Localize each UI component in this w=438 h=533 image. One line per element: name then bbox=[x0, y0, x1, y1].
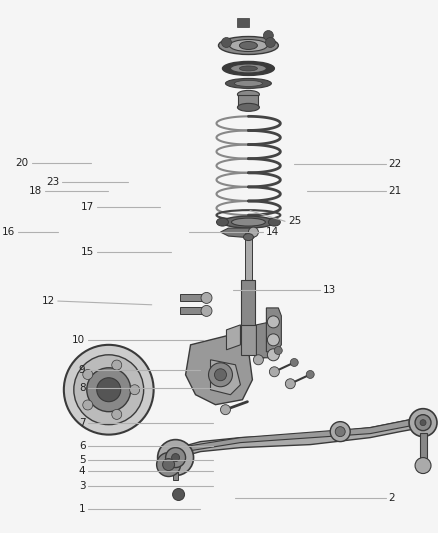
Circle shape bbox=[254, 355, 263, 365]
Circle shape bbox=[97, 378, 121, 402]
Text: 25: 25 bbox=[288, 216, 301, 227]
Text: 22: 22 bbox=[389, 159, 402, 169]
Circle shape bbox=[201, 293, 212, 303]
Circle shape bbox=[274, 346, 282, 354]
Text: 7: 7 bbox=[79, 418, 85, 429]
Text: 17: 17 bbox=[81, 202, 94, 212]
Circle shape bbox=[83, 400, 93, 410]
Ellipse shape bbox=[237, 103, 259, 111]
Polygon shape bbox=[220, 228, 256, 238]
Ellipse shape bbox=[223, 61, 274, 76]
Circle shape bbox=[112, 409, 122, 419]
Ellipse shape bbox=[237, 91, 259, 99]
Circle shape bbox=[415, 415, 431, 431]
Bar bbox=[241, 280, 255, 340]
Circle shape bbox=[162, 458, 175, 471]
Polygon shape bbox=[166, 418, 422, 467]
Circle shape bbox=[215, 369, 226, 381]
Circle shape bbox=[172, 454, 180, 462]
Bar bbox=[420, 433, 427, 463]
Polygon shape bbox=[256, 322, 270, 358]
Circle shape bbox=[265, 37, 276, 47]
Bar bbox=[241, 325, 259, 355]
Ellipse shape bbox=[244, 233, 254, 240]
Ellipse shape bbox=[230, 39, 267, 52]
Text: 5: 5 bbox=[79, 455, 85, 465]
Circle shape bbox=[330, 422, 350, 442]
Ellipse shape bbox=[230, 64, 266, 73]
Circle shape bbox=[87, 368, 131, 411]
Text: 4: 4 bbox=[79, 466, 85, 477]
Text: 14: 14 bbox=[266, 227, 279, 237]
Circle shape bbox=[83, 369, 93, 379]
Circle shape bbox=[158, 440, 194, 475]
Text: 8: 8 bbox=[79, 383, 85, 393]
Ellipse shape bbox=[216, 218, 229, 226]
Text: 18: 18 bbox=[28, 186, 42, 196]
Circle shape bbox=[285, 379, 295, 389]
Ellipse shape bbox=[268, 218, 280, 226]
Text: 6: 6 bbox=[79, 441, 85, 451]
Circle shape bbox=[74, 355, 144, 425]
Circle shape bbox=[415, 457, 431, 473]
Bar bbox=[180, 294, 208, 302]
Bar bbox=[245, 232, 252, 308]
Circle shape bbox=[269, 367, 279, 377]
Circle shape bbox=[166, 448, 186, 467]
Text: 10: 10 bbox=[72, 335, 85, 345]
Polygon shape bbox=[266, 308, 281, 352]
Circle shape bbox=[222, 37, 231, 47]
Polygon shape bbox=[226, 325, 240, 350]
Text: 16: 16 bbox=[2, 227, 15, 237]
Text: 13: 13 bbox=[323, 286, 336, 295]
Circle shape bbox=[64, 345, 154, 434]
Text: 23: 23 bbox=[46, 177, 59, 188]
Ellipse shape bbox=[240, 66, 258, 71]
Circle shape bbox=[248, 227, 258, 237]
Circle shape bbox=[157, 453, 180, 477]
Circle shape bbox=[130, 385, 140, 395]
Circle shape bbox=[267, 349, 279, 361]
Text: 9: 9 bbox=[79, 365, 85, 375]
Circle shape bbox=[173, 489, 184, 500]
Ellipse shape bbox=[226, 78, 272, 88]
Text: 21: 21 bbox=[389, 186, 402, 196]
Circle shape bbox=[409, 409, 437, 437]
Circle shape bbox=[220, 405, 230, 415]
Text: 2: 2 bbox=[389, 494, 395, 503]
Circle shape bbox=[290, 359, 298, 367]
Circle shape bbox=[267, 316, 279, 328]
Text: 12: 12 bbox=[42, 296, 55, 306]
Ellipse shape bbox=[240, 42, 258, 50]
Circle shape bbox=[267, 334, 279, 346]
Circle shape bbox=[306, 370, 314, 378]
Text: 15: 15 bbox=[81, 247, 94, 256]
Bar bbox=[237, 18, 249, 27]
Text: 3: 3 bbox=[79, 481, 85, 490]
Polygon shape bbox=[179, 418, 422, 453]
Circle shape bbox=[420, 419, 426, 426]
Polygon shape bbox=[211, 360, 240, 395]
Circle shape bbox=[335, 426, 345, 437]
Text: 1: 1 bbox=[79, 504, 85, 514]
Text: 20: 20 bbox=[15, 158, 28, 168]
Polygon shape bbox=[186, 335, 252, 405]
Bar bbox=[173, 470, 178, 480]
Ellipse shape bbox=[219, 37, 279, 54]
Bar bbox=[180, 308, 208, 314]
Bar bbox=[238, 95, 258, 107]
Circle shape bbox=[208, 363, 233, 387]
Circle shape bbox=[263, 30, 273, 41]
Ellipse shape bbox=[223, 216, 274, 228]
Ellipse shape bbox=[234, 80, 262, 86]
Ellipse shape bbox=[231, 218, 265, 226]
Circle shape bbox=[201, 305, 212, 317]
Circle shape bbox=[112, 360, 122, 370]
